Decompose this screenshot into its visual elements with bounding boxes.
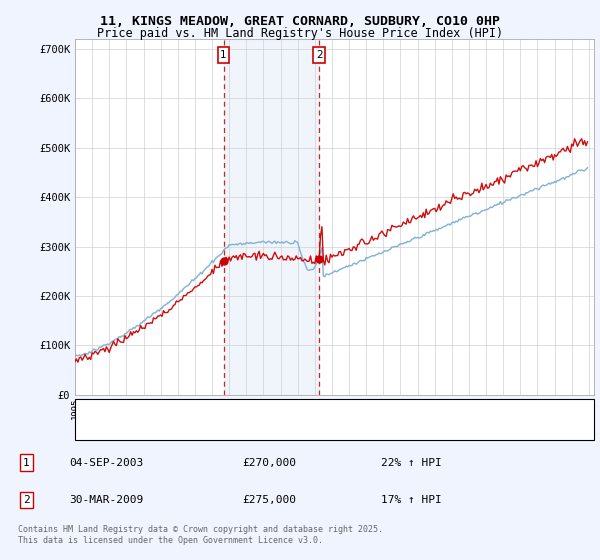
Text: 22% ↑ HPI: 22% ↑ HPI	[380, 458, 442, 468]
Text: Contains HM Land Registry data © Crown copyright and database right 2025.
This d: Contains HM Land Registry data © Crown c…	[18, 525, 383, 545]
Text: 2: 2	[23, 496, 30, 505]
Text: 2: 2	[316, 50, 322, 60]
FancyBboxPatch shape	[75, 399, 594, 440]
Text: 11, KINGS MEADOW, GREAT CORNARD, SUDBURY, CO10 0HP: 11, KINGS MEADOW, GREAT CORNARD, SUDBURY…	[100, 15, 500, 27]
Text: HPI: Average price, detached house, Babergh: HPI: Average price, detached house, Babe…	[122, 424, 374, 435]
Text: £270,000: £270,000	[242, 458, 296, 468]
Text: Price paid vs. HM Land Registry's House Price Index (HPI): Price paid vs. HM Land Registry's House …	[97, 27, 503, 40]
Text: 30-MAR-2009: 30-MAR-2009	[70, 496, 144, 505]
Text: 1: 1	[23, 458, 30, 468]
Text: 11, KINGS MEADOW, GREAT CORNARD, SUDBURY, CO10 0HP (detached house): 11, KINGS MEADOW, GREAT CORNARD, SUDBURY…	[122, 405, 515, 416]
Bar	[224, 39, 319, 395]
Text: £275,000: £275,000	[242, 496, 296, 505]
Text: 1: 1	[220, 50, 227, 60]
Text: 04-SEP-2003: 04-SEP-2003	[70, 458, 144, 468]
Text: 17% ↑ HPI: 17% ↑ HPI	[380, 496, 442, 505]
